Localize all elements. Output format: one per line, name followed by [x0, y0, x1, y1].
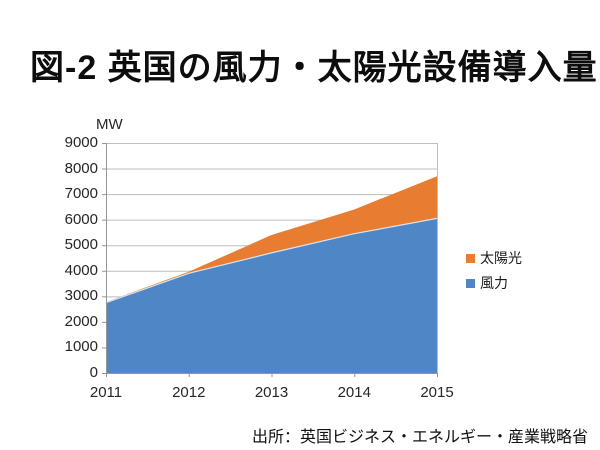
y-tick-label: 8000 — [64, 159, 98, 177]
y-tick-label: 2000 — [64, 312, 98, 330]
y-tick-label: 1000 — [64, 338, 98, 356]
source-note: 出所：英国ビジネス・エネルギー・産業戦略省 — [252, 429, 589, 446]
x-tick-label: 2013 — [254, 384, 289, 401]
legend: 太陽光 風力 — [466, 249, 522, 299]
solar-legend-swatch — [466, 253, 475, 263]
y-axis-unit-label: MW — [96, 116, 123, 133]
solar-area — [106, 176, 437, 303]
wind-legend-label: 風力 — [480, 275, 508, 291]
legend-item-wind: 風力 — [466, 274, 522, 292]
x-tick-label: 2014 — [337, 384, 371, 401]
x-tick-label: 2015 — [420, 384, 454, 401]
series-divider-line — [105, 217, 438, 304]
legend-item-solar: 太陽光 — [466, 249, 522, 267]
y-tick-label: 7000 — [64, 185, 98, 203]
x-tick-label: 2012 — [172, 384, 206, 401]
solar-legend-label: 太陽光 — [480, 250, 522, 266]
y-tick-label: 6000 — [64, 210, 98, 228]
y-tick-label: 3000 — [64, 287, 98, 305]
y-tick-label: 5000 — [64, 236, 98, 254]
y-tick-label: 0 — [89, 364, 98, 381]
wind-legend-swatch — [466, 278, 475, 288]
y-tick-label: 9000 — [64, 134, 98, 151]
wind-area — [106, 218, 437, 373]
y-tick-label: 4000 — [64, 261, 98, 279]
page-title: 図-2 英国の風力・太陽光設備導入量 — [30, 49, 598, 87]
x-tick-label: 2011 — [89, 384, 123, 401]
